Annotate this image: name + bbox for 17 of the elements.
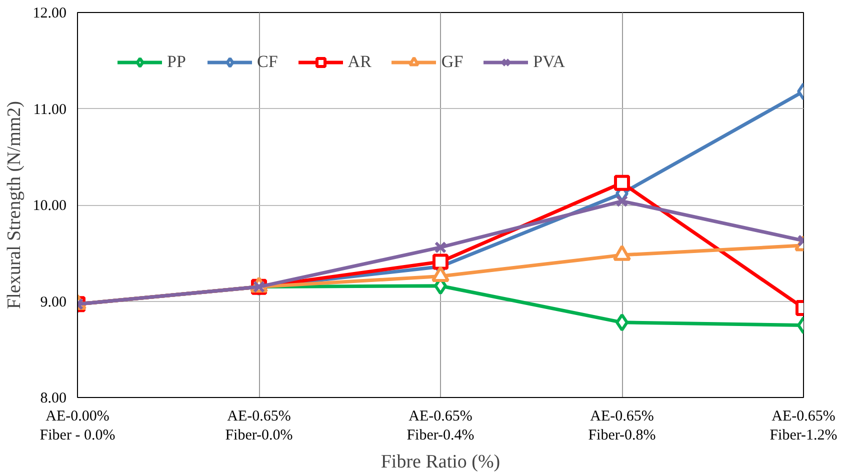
y-tick-label: 10.00: [32, 198, 66, 214]
y-tick-label: 8.00: [40, 390, 66, 406]
legend-label: PP: [167, 52, 187, 72]
x-tick-label: AE-0.65% Fiber-0.8%: [588, 408, 656, 444]
legend-label: AR: [348, 52, 372, 72]
y-tick-label: 9.00: [40, 294, 66, 310]
y-axis-title: Flexural Strength (N/mm2): [4, 101, 25, 309]
legend-label: CF: [257, 52, 278, 72]
x-axis-title: Fibre Ratio (%): [380, 452, 500, 473]
x-tick-label: AE-0.00% Fiber - 0.0%: [40, 408, 116, 444]
y-tick-label: 11.00: [33, 102, 67, 118]
y-tick-label: 12.00: [32, 6, 66, 22]
legend-label: GF: [441, 52, 464, 72]
x-tick-label: AE-0.65% Fiber-0.0%: [225, 408, 293, 444]
legend-label: PVA: [533, 52, 565, 72]
x-tick-label: AE-0.65% Fiber-0.4%: [406, 408, 474, 444]
x-tick-label: AE-0.65% Fiber-1.2%: [770, 408, 838, 444]
